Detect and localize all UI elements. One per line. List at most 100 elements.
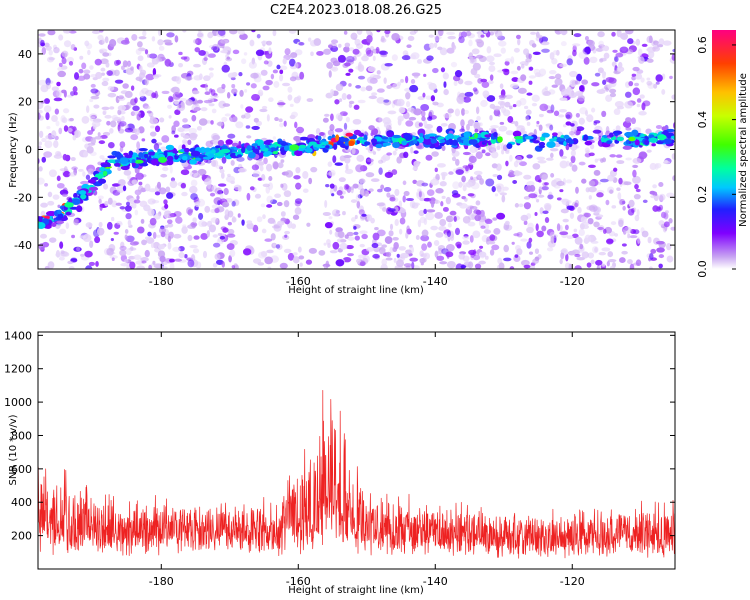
spectrogram-cell <box>152 260 156 265</box>
spectrogram-cell <box>645 48 653 52</box>
spectrogram-cell <box>187 234 193 242</box>
spectrogram-cell <box>100 67 106 72</box>
spectrogram-cell <box>394 102 402 107</box>
spectrogram-cell <box>95 71 103 80</box>
spectrogram-cell <box>283 248 292 254</box>
spectrogram-cell <box>230 160 235 166</box>
spectrogram-cell <box>530 31 537 35</box>
chart-title: C2E4.2023.018.08.26.G25 <box>270 3 442 18</box>
spectrogram-cell <box>99 155 105 160</box>
spectrogram-cell <box>518 203 524 208</box>
spectrogram-cell <box>625 117 632 123</box>
spectrogram-cell <box>146 62 155 68</box>
spectrogram-cell <box>287 252 295 261</box>
spectrogram-cell <box>151 36 156 42</box>
spectrogram-cell <box>78 168 84 172</box>
spectrogram-cell <box>130 85 135 91</box>
spectrogram-cell <box>406 225 410 234</box>
spectrogram-cell <box>573 228 578 233</box>
spectrogram-cell <box>501 194 506 203</box>
spectrogram-cell <box>231 83 236 89</box>
spectrogram-cell <box>251 93 261 101</box>
spectrogram-cell <box>668 218 673 224</box>
spectrogram-cell <box>81 62 87 70</box>
spectrogram-cell <box>412 179 418 184</box>
spectrogram-cell <box>501 149 505 155</box>
spectrogram-cell <box>380 247 386 252</box>
spectrogram-cell <box>119 222 123 226</box>
spectrogram-cell <box>122 83 129 89</box>
spectrogram-cell <box>251 143 258 147</box>
spectrogram-cell <box>141 239 147 246</box>
spectrogram-cell <box>650 248 657 254</box>
spectrogram-cell <box>516 100 522 107</box>
spectrogram-cell <box>658 182 664 187</box>
spectrogram-cell <box>85 174 91 180</box>
spectrogram-cell <box>147 208 155 217</box>
spectrogram-cell <box>278 118 283 123</box>
spectrogram-cell <box>59 241 64 249</box>
spectrogram-cell <box>236 154 243 158</box>
spectrogram-cell <box>439 218 447 227</box>
spectrogram-cell <box>62 108 70 114</box>
spectrogram-cell <box>324 141 329 145</box>
spectrogram-cell <box>308 247 318 254</box>
spectrogram-cell <box>284 230 291 235</box>
spectrogram-cell <box>515 154 524 160</box>
spectrogram-cell <box>47 200 55 206</box>
spectrogram-cell <box>202 75 211 82</box>
spectrogram-cell <box>574 265 582 269</box>
spectrogram-cell <box>636 103 641 108</box>
spectrogram-cell <box>259 143 266 150</box>
spectrogram-cell <box>614 100 624 108</box>
spectrogram-cell <box>89 65 94 70</box>
spectrogram-cell <box>84 40 90 47</box>
spectrogram-cell <box>335 259 345 267</box>
spectrogram-cell <box>526 92 533 96</box>
spectrogram-cell <box>184 254 188 259</box>
spectrogram-cell <box>226 243 235 251</box>
spectrogram-cell <box>613 167 618 172</box>
spectrogram-cell <box>592 129 602 134</box>
spectrogram-cell <box>337 231 345 239</box>
spectrogram-cell <box>476 115 481 121</box>
spectrogram-cell <box>268 47 272 54</box>
spectrogram-cell <box>258 251 267 259</box>
spectrogram-cell <box>298 42 305 46</box>
spectrogram-cell <box>137 185 144 193</box>
spectrogram-cell <box>272 136 277 140</box>
spectrogram-cell <box>621 250 628 255</box>
spectrogram-cell <box>333 143 338 150</box>
spectrogram-cell <box>640 77 645 83</box>
spectrogram-cell <box>169 165 173 174</box>
spectrogram-cell <box>189 244 198 249</box>
spectrogram-cell <box>106 70 113 77</box>
spectrogram-cell <box>560 30 568 35</box>
spectrogram-cell <box>561 198 570 206</box>
spectrogram-cell <box>408 116 417 121</box>
spectrogram-cell <box>163 199 168 205</box>
spectrogram-cell <box>671 53 675 61</box>
spectrogram-cell <box>182 118 188 123</box>
spectrogram-cell <box>51 130 57 139</box>
spectrogram-cell <box>140 218 145 224</box>
spectrogram-cell <box>178 63 184 68</box>
spectrogram-cell <box>592 246 599 254</box>
spectrogram-cell <box>217 139 225 147</box>
spectrogram-cell <box>566 205 574 211</box>
spectrogram-cell <box>413 30 418 34</box>
spectrogram-cell <box>352 118 362 125</box>
spectrogram-cell <box>496 212 506 220</box>
spectrogram-cell <box>424 134 430 140</box>
spectrogram-cell <box>190 179 198 187</box>
spectrogram-cell <box>479 178 485 185</box>
spectrogram-cell <box>551 58 558 65</box>
spectrogram-cell <box>499 121 505 125</box>
spectrogram-cell <box>617 192 622 200</box>
spectrogram-cell <box>631 73 637 77</box>
spectrogram-cell <box>161 261 168 266</box>
spectrogram-cell <box>158 45 165 51</box>
spectrogram-cell <box>288 58 296 67</box>
spectrogram-cell <box>431 151 439 157</box>
spectrogram-cell <box>293 96 301 104</box>
